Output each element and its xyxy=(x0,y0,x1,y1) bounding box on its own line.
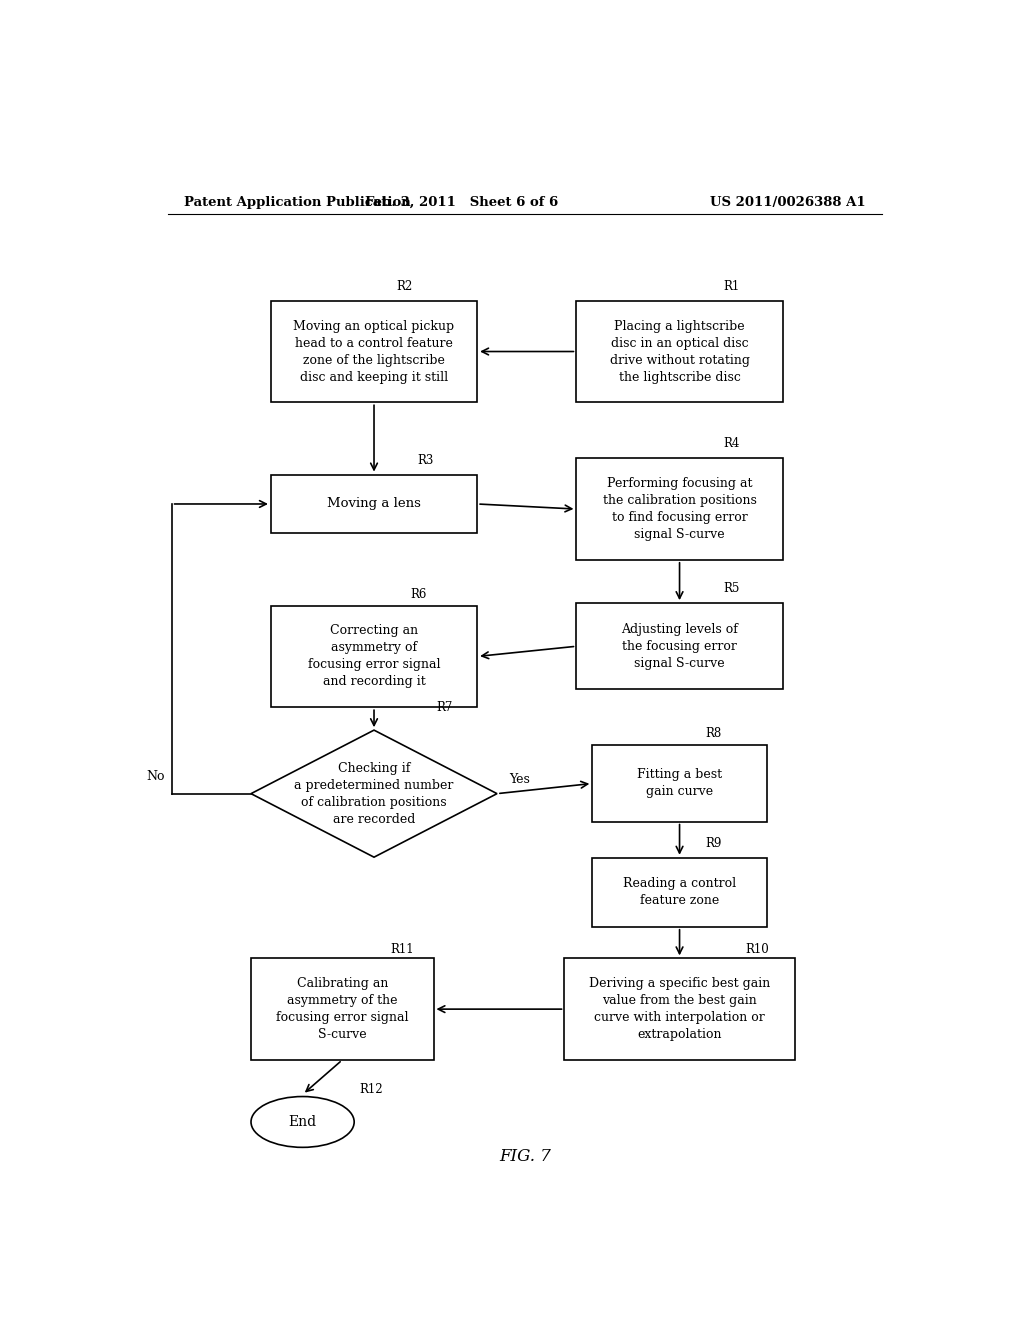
FancyBboxPatch shape xyxy=(270,606,477,708)
Text: R8: R8 xyxy=(706,727,722,739)
Text: Moving a lens: Moving a lens xyxy=(327,498,421,511)
Text: No: No xyxy=(146,771,165,784)
Text: R11: R11 xyxy=(390,944,414,956)
Polygon shape xyxy=(251,730,497,857)
Text: R10: R10 xyxy=(745,944,769,956)
Text: Yes: Yes xyxy=(509,772,529,785)
Text: R9: R9 xyxy=(706,837,722,850)
FancyBboxPatch shape xyxy=(577,603,782,689)
Text: US 2011/0026388 A1: US 2011/0026388 A1 xyxy=(711,195,866,209)
Text: Placing a lightscribe
disc in an optical disc
drive without rotating
the lightsc: Placing a lightscribe disc in an optical… xyxy=(609,319,750,384)
Text: Correcting an
asymmetry of
focusing error signal
and recording it: Correcting an asymmetry of focusing erro… xyxy=(308,624,440,689)
Text: Fitting a best
gain curve: Fitting a best gain curve xyxy=(637,768,722,799)
FancyBboxPatch shape xyxy=(577,458,782,560)
Text: Performing focusing at
the calibration positions
to find focusing error
signal S: Performing focusing at the calibration p… xyxy=(602,477,757,541)
Text: Moving an optical pickup
head to a control feature
zone of the lightscribe
disc : Moving an optical pickup head to a contr… xyxy=(294,319,455,384)
FancyBboxPatch shape xyxy=(577,301,782,403)
Text: Checking if
a predetermined number
of calibration positions
are recorded: Checking if a predetermined number of ca… xyxy=(294,762,454,825)
FancyBboxPatch shape xyxy=(564,958,795,1060)
Text: Reading a control
feature zone: Reading a control feature zone xyxy=(623,878,736,907)
Text: Feb. 3, 2011   Sheet 6 of 6: Feb. 3, 2011 Sheet 6 of 6 xyxy=(365,195,558,209)
FancyBboxPatch shape xyxy=(592,858,767,927)
FancyBboxPatch shape xyxy=(592,746,767,821)
Text: R2: R2 xyxy=(396,280,413,293)
Text: R5: R5 xyxy=(723,582,739,595)
Text: Deriving a specific best gain
value from the best gain
curve with interpolation : Deriving a specific best gain value from… xyxy=(589,977,770,1041)
Ellipse shape xyxy=(251,1097,354,1147)
Text: R12: R12 xyxy=(359,1082,383,1096)
Text: R6: R6 xyxy=(411,587,427,601)
Text: FIG. 7: FIG. 7 xyxy=(499,1148,551,1166)
Text: R7: R7 xyxy=(436,701,453,714)
Text: Patent Application Publication: Patent Application Publication xyxy=(183,195,411,209)
Text: R3: R3 xyxy=(418,454,434,467)
Text: R1: R1 xyxy=(723,280,739,293)
Text: R4: R4 xyxy=(723,437,739,450)
Text: End: End xyxy=(289,1115,316,1129)
FancyBboxPatch shape xyxy=(270,474,477,533)
Text: Adjusting levels of
the focusing error
signal S-curve: Adjusting levels of the focusing error s… xyxy=(622,623,738,669)
Text: Calibrating an
asymmetry of the
focusing error signal
S-curve: Calibrating an asymmetry of the focusing… xyxy=(276,977,409,1041)
FancyBboxPatch shape xyxy=(270,301,477,403)
FancyBboxPatch shape xyxy=(251,958,433,1060)
